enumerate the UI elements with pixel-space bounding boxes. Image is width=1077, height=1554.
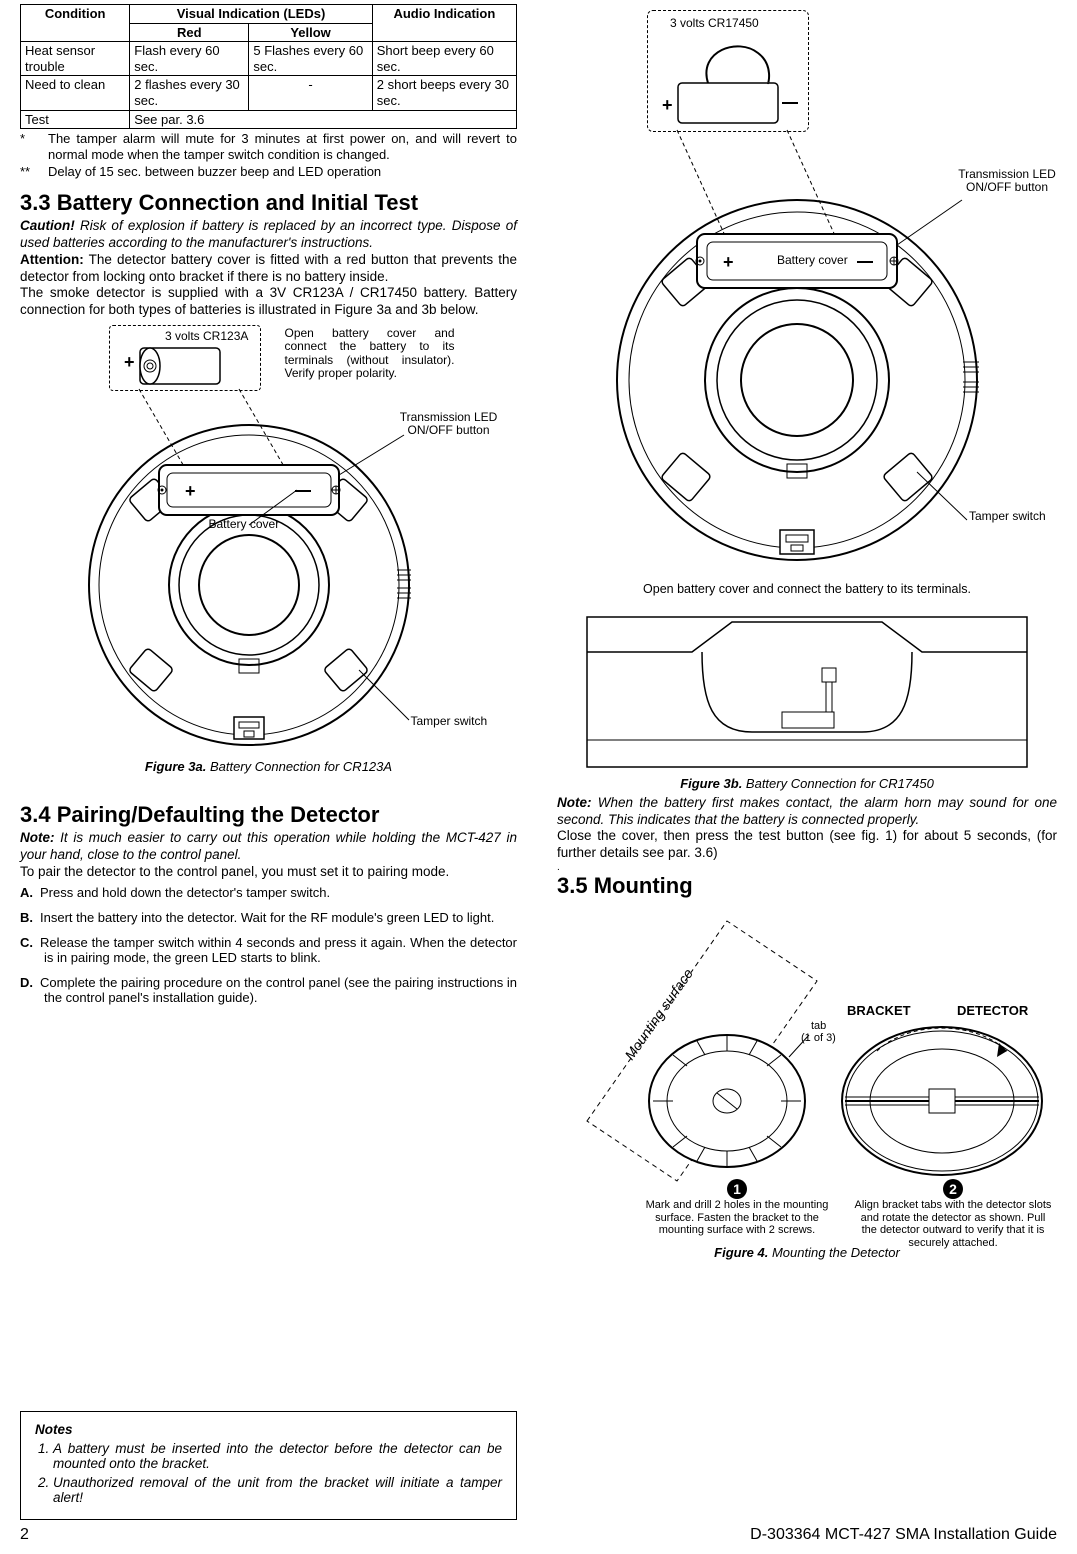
step-c-text: Release the tamper switch within 4 secon… <box>40 935 517 965</box>
figure-3a-svg: + <box>39 325 499 755</box>
notes-item-2: Unauthorized removal of the unit from th… <box>53 1475 502 1505</box>
td-audio: 2 short beeps every 30 sec. <box>372 76 516 110</box>
footnote-mark: ** <box>20 164 48 180</box>
mount-step-1: 1 Mark and drill 2 holes in the mounting… <box>637 1179 837 1237</box>
figure-3a-caption: Figure 3a. Battery Connection for CR123A <box>20 759 517 774</box>
section-3-3-title: 3.3 Battery Connection and Initial Test <box>20 190 517 216</box>
figure-4: Mounting surface <box>557 901 1057 1241</box>
td-condition: Need to clean <box>21 76 130 110</box>
tamper-label: Tamper switch <box>411 715 488 728</box>
footnote-mark: * <box>20 131 48 164</box>
table-row: Need to clean 2 flashes every 30 sec. - … <box>21 76 517 110</box>
td-test: See par. 3.6 <box>130 110 517 129</box>
notes-box: Notes A battery must be inserted into th… <box>20 1411 517 1520</box>
note-3b-label: Note: <box>557 795 592 810</box>
attention-label: Attention: <box>20 252 84 267</box>
open-cover-note-b: Open battery cover and connect the batte… <box>557 582 1057 598</box>
note-3b-text: When the battery first makes contact, th… <box>557 795 1057 827</box>
th-condition: Condition <box>21 5 130 42</box>
figure-3b-svg: + <box>567 10 1047 570</box>
step-b-text: Insert the battery into the detector. Wa… <box>40 910 494 925</box>
svg-text:+: + <box>723 252 734 272</box>
dot: . <box>557 862 1057 873</box>
figure-3b-caption: Figure 3b. Battery Connection for CR1745… <box>557 776 1057 791</box>
notes-item-1: A battery must be inserted into the dete… <box>53 1441 502 1471</box>
attention-para: Attention: The detector battery cover is… <box>20 252 517 286</box>
p-3b: Close the cover, then press the test but… <box>557 828 1057 862</box>
table-row: Test See par. 3.6 <box>21 110 517 129</box>
caution-label: Caution! <box>20 218 75 233</box>
footnote-2: ** Delay of 15 sec. between buzzer beep … <box>20 164 517 180</box>
content-columns: Condition Visual Indication (LEDs) Audio… <box>20 4 1057 1520</box>
bracket-label: BRACKET <box>847 1003 911 1018</box>
figure-3a: 3 volts CR123A + Open battery cover and … <box>39 325 499 755</box>
figure-4-caption-b: Figure 4. <box>714 1245 768 1260</box>
step-1-caption: Mark and drill 2 holes in the mounting s… <box>637 1199 837 1237</box>
step-1-num: 1 <box>727 1179 747 1199</box>
pairing-steps: A.Press and hold down the detector's tam… <box>44 885 517 1015</box>
th-visual: Visual Indication (LEDs) <box>130 5 372 24</box>
tab-label-2: (1 of 3) <box>801 1032 836 1044</box>
battery-cover-label-b: Battery cover <box>777 254 848 267</box>
footnote-1: * The tamper alarm will mute for 3 minut… <box>20 131 517 164</box>
page-number: 2 <box>20 1526 29 1544</box>
step-b: B.Insert the battery into the detector. … <box>44 910 517 925</box>
page-footer: 2 D-303364 MCT-427 SMA Installation Guid… <box>20 1526 1057 1544</box>
td-audio: Short beep every 60 sec. <box>372 42 516 76</box>
step-d-text: Complete the pairing procedure on the co… <box>40 975 517 1005</box>
step-a: A.Press and hold down the detector's tam… <box>44 885 517 900</box>
tx-led-label: Transmission LED ON/OFF button <box>399 411 499 437</box>
td-red: Flash every 60 sec. <box>130 42 249 76</box>
page: Condition Visual Indication (LEDs) Audio… <box>0 0 1077 1554</box>
footnotes: * The tamper alarm will mute for 3 minut… <box>20 131 517 180</box>
td-yellow: 5 Flashes every 60 sec. <box>249 42 372 76</box>
clip-diagram-icon <box>582 612 1032 772</box>
sec33-p1: The smoke detector is supplied with a 3V… <box>20 285 517 319</box>
td-yellow: - <box>249 76 372 110</box>
th-yellow: Yellow <box>249 23 372 42</box>
td-condition: Heat sensor trouble <box>21 42 130 76</box>
step-2-caption: Align bracket tabs with the detector slo… <box>853 1199 1053 1250</box>
attention-text: The detector battery cover is fitted wit… <box>20 252 517 284</box>
mount-step-2: 2 Align bracket tabs with the detector s… <box>853 1179 1053 1250</box>
th-red: Red <box>130 23 249 42</box>
step-2-num: 2 <box>943 1179 963 1199</box>
detector-label: DETECTOR <box>957 1003 1029 1018</box>
section-3-4-title: 3.4 Pairing/Defaulting the Detector <box>20 802 517 828</box>
step-c: C.Release the tamper switch within 4 sec… <box>44 935 517 965</box>
sec34-note: Note: It is much easier to carry out thi… <box>20 830 517 864</box>
right-column: 3 volts CR17450 + <box>557 4 1057 1520</box>
note-3b: Note: When the battery first makes conta… <box>557 795 1057 829</box>
th-audio: Audio Indication <box>372 5 516 42</box>
td-condition: Test <box>21 110 130 129</box>
step-a-text: Press and hold down the detector's tampe… <box>40 885 330 900</box>
note-text: It is much easier to carry out this oper… <box>20 830 517 862</box>
notes-title: Notes <box>35 1422 502 1437</box>
figure-3a-caption-t: Battery Connection for CR123A <box>206 759 392 774</box>
svg-text:+: + <box>185 481 196 501</box>
left-column: Condition Visual Indication (LEDs) Audio… <box>20 4 517 1520</box>
footnote-text: The tamper alarm will mute for 3 minutes… <box>48 131 517 164</box>
section-3-5-title: 3.5 Mounting <box>557 873 1057 899</box>
td-red: 2 flashes every 30 sec. <box>130 76 249 110</box>
note-label: Note: <box>20 830 55 845</box>
figure-3b-top: 3 volts CR17450 + <box>567 10 1047 570</box>
figure-3b-caption-t: Battery Connection for CR17450 <box>742 776 934 791</box>
caution-para: Caution! Risk of explosion if battery is… <box>20 218 517 252</box>
tab-label: tab <box>811 1020 826 1032</box>
doc-id: D-303364 MCT-427 SMA Installation Guide <box>750 1526 1057 1544</box>
sec34-p1: To pair the detector to the control pane… <box>20 864 517 881</box>
indication-table: Condition Visual Indication (LEDs) Audio… <box>20 4 517 129</box>
figure-3b-caption-b: Figure 3b. <box>680 776 742 791</box>
tamper-label-b: Tamper switch <box>969 510 1046 523</box>
step-d: D.Complete the pairing procedure on the … <box>44 975 517 1005</box>
caution-text: Risk of explosion if battery is replaced… <box>20 218 517 250</box>
battery-cover-label: Battery cover <box>209 518 280 531</box>
table-row: Heat sensor trouble Flash every 60 sec. … <box>21 42 517 76</box>
tx-led-label-b: Transmission LED ON/OFF button <box>957 168 1057 194</box>
figure-3a-caption-b: Figure 3a. <box>145 759 206 774</box>
footnote-text: Delay of 15 sec. between buzzer beep and… <box>48 164 381 180</box>
